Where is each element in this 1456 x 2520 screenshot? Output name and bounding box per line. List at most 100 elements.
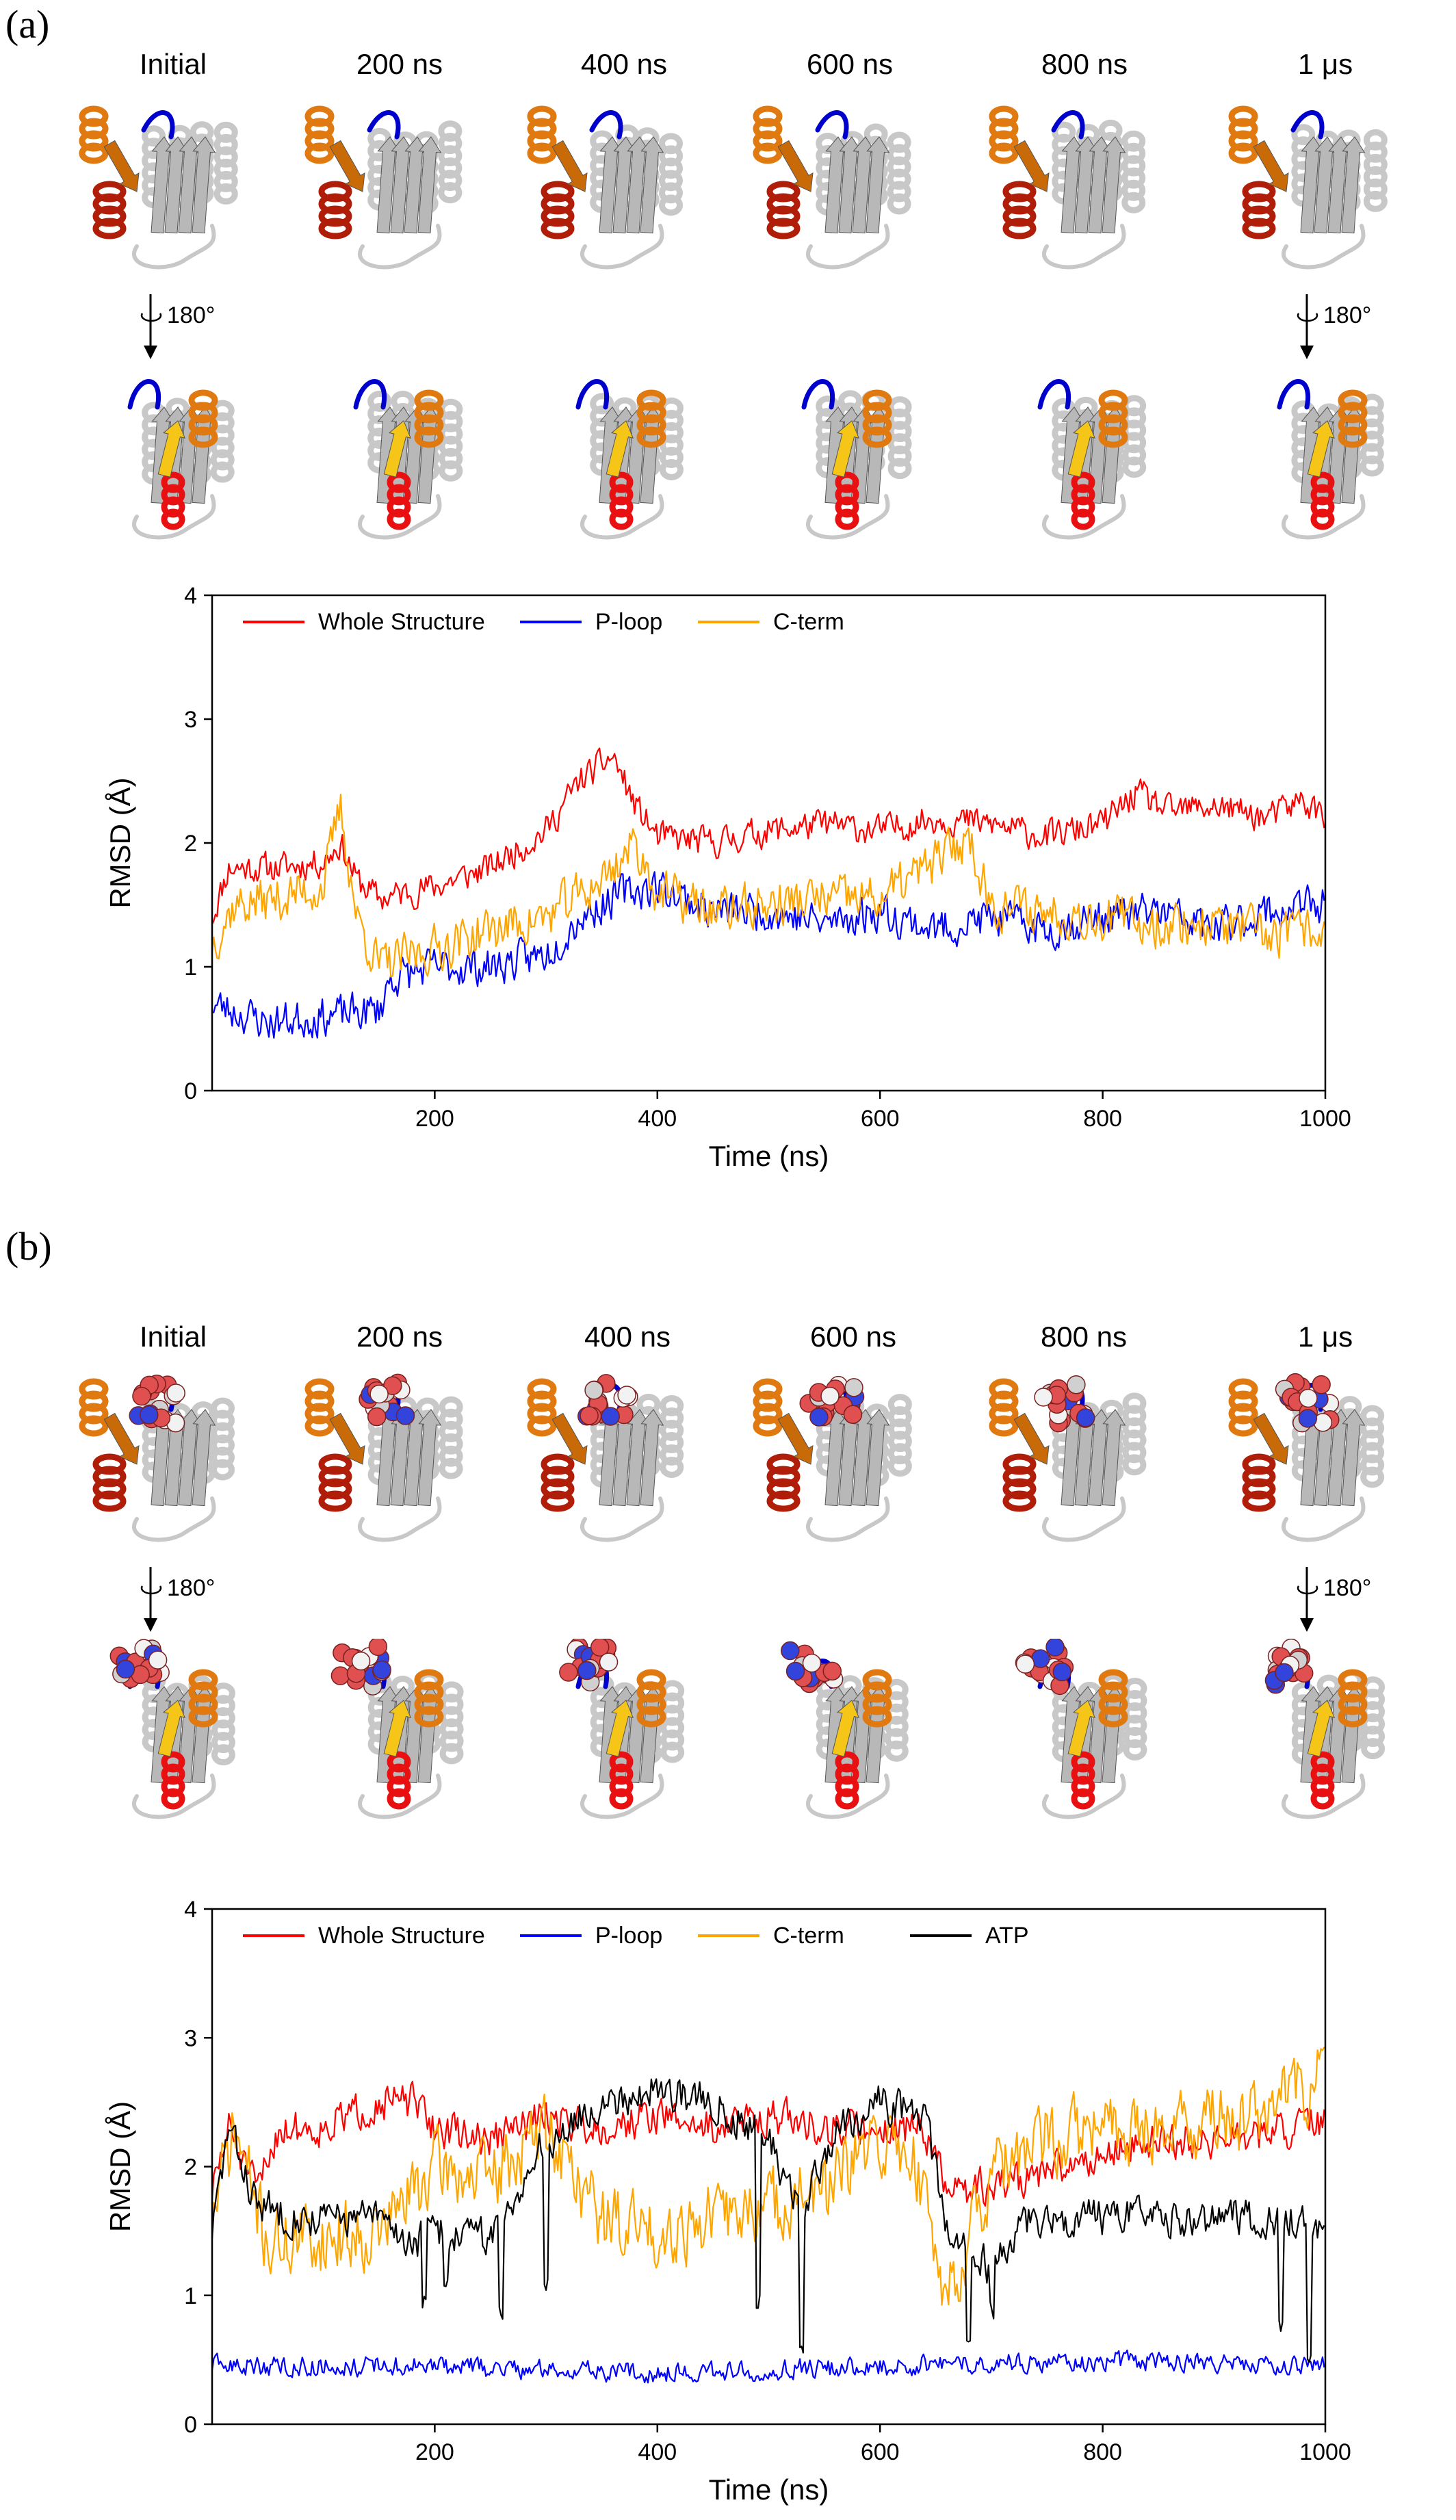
structure-1us-top-core-helix [1360,1405,1385,1488]
snapshot-label-600ns: 600 ns [806,48,894,80]
structure-600ns-rotated-atp [781,1641,844,1693]
structure-800ns-top-orange-helix [989,1378,1019,1437]
structure-initial-rotated-core-loop [132,1774,216,1819]
structure-initial-top-orange-helix [79,105,109,164]
legend-label: C-term [773,1923,844,1949]
x-tick-label: 800 [1083,2439,1122,2465]
structure-initial-top-core-loop [132,224,216,270]
x-tick-label: 800 [1083,1106,1122,1132]
snapshot-label-200ns: 200 ns [356,48,443,80]
structure-1us-top-core-strand [1327,136,1352,234]
snapshot-label-1us: 1 μs [1297,1321,1353,1353]
snapshot-label-initial: Initial [139,48,207,80]
structure-800ns-top-ploop [1051,110,1085,140]
structure-1us-rotated-core-loop [1282,1774,1366,1819]
legend-label: Whole Structure [318,609,485,635]
y-tick-label: 0 [184,1078,197,1104]
structure-400ns-rotated-atp [559,1639,619,1692]
structure-800ns-rotated-cartoon [1037,379,1147,540]
structure-400ns-rotated-core-helix [660,1680,685,1763]
structure-200ns-rotated-core-helix [439,398,463,482]
structure-800ns-rotated [1015,1639,1147,1819]
structure-400ns-top-core-strand [612,136,637,234]
structure-600ns-rotated-yellow-strand [831,420,860,478]
plot-area [212,747,1325,1039]
structure-800ns-top [989,1375,1147,1542]
rotation-label: 180° [167,302,215,328]
rotation-icon [1297,1585,1318,1595]
x-tick-label: 1000 [1299,1106,1351,1132]
structure-1us-top-cartoon [1228,105,1388,270]
structure-600ns-top-core-loop [806,224,890,270]
structure-initial-top-core-strand [192,136,216,234]
structure-800ns-top-core-strand [1088,136,1113,234]
structure-800ns-top-dark-helix [1002,1453,1037,1512]
structure-600ns-top-core-strand [824,136,849,234]
structure-800ns-top-orange-helix [989,105,1019,164]
arrowhead-icon [1300,1618,1314,1632]
y-tick-label: 2 [184,2155,197,2181]
structure-initial-top-core-strand [178,136,203,234]
structure-200ns-rotated-cartoon [330,1639,464,1819]
structure-1us-top-core-helix [1363,129,1388,212]
structure-400ns-rotated-ploop [575,379,610,410]
rotation-label: 180° [167,1575,215,1601]
series-line-whole-structure [212,747,1325,925]
structure-initial-rotated-core-loop [132,494,216,540]
x-tick-label: 400 [638,2439,677,2465]
structure-initial-top-core-helix [213,121,238,205]
structure-initial-top [79,105,238,270]
structure-600ns-top-dark-helix [766,181,801,239]
x-tick-label: 200 [415,2439,454,2465]
structure-800ns-rotated-core-helix [1122,395,1147,478]
structure-initial-top-orange-helix [79,1378,109,1437]
structure-initial-rotated-core-helix [211,1683,235,1766]
series-line-p-loop [212,871,1325,1039]
structure-800ns-rotated [1037,379,1147,540]
structure-800ns-top-cartoon [989,105,1146,270]
structure-600ns-top-core-strand [866,136,890,234]
structure-600ns-top-core-strand [852,136,876,234]
structure-initial-top-dark-helix [92,1453,127,1512]
plot-frame [211,1908,1327,2426]
structure-1us-top [1228,1373,1385,1542]
structure-800ns-top-core-strand [1102,136,1126,234]
structure-600ns-rotated-orange-helix [862,389,892,448]
structure-600ns-rotated [781,1641,909,1819]
structure-800ns-rotated-yellow-strand [1067,420,1096,478]
structure-400ns-top [527,1374,684,1542]
structure-200ns-rotated-red-helix [387,471,411,530]
structure-600ns-rotated-core-loop [806,1774,890,1819]
structure-800ns-top-dark-helix [1002,181,1037,239]
structure-400ns-rotated-orange-helix [636,389,666,448]
snapshot-label-initial: Initial [139,1321,207,1353]
structure-200ns-top-atp [359,1373,415,1427]
structure-initial-rotated-orange-helix [188,389,218,448]
x-axis-title: Time (ns) [709,2473,829,2506]
y-tick-label: 1 [184,2283,197,2309]
rotation-label: 180° [1323,1575,1371,1601]
structure-200ns-rotated [353,379,463,540]
structure-200ns-rotated-cartoon [353,379,463,540]
structure-200ns-rotated-core-helix [367,390,392,473]
structure-400ns-rotated-red-helix [609,471,634,530]
structure-800ns-rotated-orange-helix [1098,389,1128,448]
structure-200ns-rotated-red-helix [387,1751,411,1810]
structure-800ns-top-orange-strand [1013,140,1050,192]
snapshot-label-800ns: 800 ns [1041,48,1128,80]
structure-600ns-top-cartoon [753,105,911,270]
structure-400ns-top-atp [577,1374,638,1426]
structure-200ns-top-dark-helix [318,181,352,239]
structure-800ns-rotated-atp [1015,1639,1074,1696]
structure-600ns-top-orange-helix [753,1378,783,1437]
structure-400ns-top-orange-strand [551,140,588,192]
structure-600ns-rotated-core-loop [806,494,890,540]
snapshot-label-400ns: 400 ns [580,48,668,80]
structure-600ns-rotated-red-helix [835,1751,859,1810]
structure-600ns-rotated-orange-helix [862,1669,892,1728]
structure-initial-top-cartoon [79,105,238,270]
legend-label: P-loop [595,609,662,635]
structure-600ns-top [753,1375,912,1542]
structure-1us-top-dark-helix [1242,1453,1276,1512]
structure-400ns-top-dark-helix [541,1453,575,1512]
